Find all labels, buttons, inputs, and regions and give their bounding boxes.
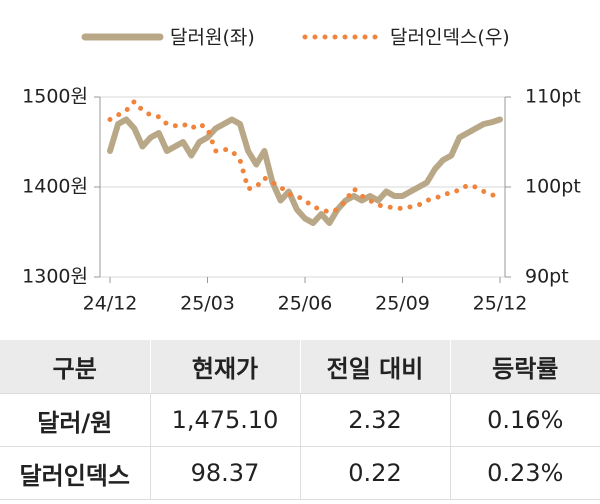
- y-tick-label: 1400원: [22, 176, 88, 198]
- table-row: 달러/원 1,475.10 2.32 0.16%: [0, 393, 600, 447]
- series-line: [107, 99, 503, 215]
- table-row: 달러인덱스 98.37 0.22 0.23%: [0, 446, 600, 500]
- cell: 0.22: [299, 446, 450, 500]
- cell: 2.32: [299, 393, 450, 447]
- table: 구분 현재가 전일 대비 등락률 달러/원 1,475.10 2.32 0.16…: [0, 340, 600, 500]
- y-tick-label: 1300원: [22, 266, 88, 288]
- row-label: 달러/원: [0, 393, 150, 447]
- cell: 0.16%: [449, 393, 600, 447]
- cell: 1,475.10: [149, 393, 300, 447]
- x-tick-label: 25/06: [278, 293, 333, 315]
- header-cell: 전일 대비: [299, 340, 450, 394]
- y2-tick-label: 100pt: [525, 176, 581, 198]
- header-cell: 현재가: [149, 340, 300, 394]
- header-cell: 구분: [0, 340, 150, 394]
- chart: 1300원 1400원 1500원 90pt 100pt 110pt 24/12 25/03 2…: [22, 27, 581, 315]
- x-tick-label: 25/12: [473, 293, 528, 315]
- header-cell: 등락률: [449, 340, 600, 394]
- row-label: 달러인덱스: [0, 446, 150, 500]
- y2-tick-label: 90pt: [525, 266, 569, 288]
- cell: 0.23%: [449, 446, 600, 500]
- y-tick-label: 1500원: [22, 86, 88, 108]
- x-tick-label: 24/12: [83, 293, 138, 315]
- series-line: [107, 116, 503, 226]
- table-header: 구분 현재가 전일 대비 등락률: [0, 340, 600, 394]
- legend-label: 달러인덱스(우): [390, 27, 510, 49]
- legend-label: 달러원(좌): [170, 27, 255, 49]
- y2-tick-label: 110pt: [525, 86, 581, 108]
- cell: 98.37: [149, 446, 300, 500]
- x-tick-label: 25/09: [375, 293, 430, 315]
- x-tick-label: 25/03: [180, 293, 235, 315]
